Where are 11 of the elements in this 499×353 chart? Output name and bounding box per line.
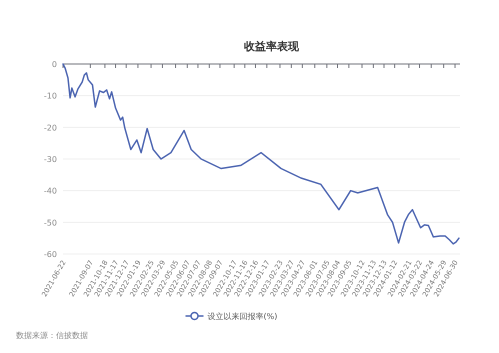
legend-label: 设立以来回报率(%) bbox=[208, 312, 278, 321]
y-tick-label: -10 bbox=[44, 92, 57, 101]
y-tick-label: -40 bbox=[44, 186, 57, 196]
y-tick-label: -30 bbox=[44, 155, 57, 164]
y-tick-label: -20 bbox=[44, 123, 57, 132]
y-tick-label: 0 bbox=[52, 60, 57, 69]
y-tick-label: -50 bbox=[44, 218, 57, 228]
y-tick-label: -60 bbox=[44, 250, 57, 259]
line-series bbox=[62, 63, 460, 245]
source-note: 数据来源：信披数据 bbox=[16, 331, 88, 340]
chart-title: 收益率表现 bbox=[244, 40, 300, 53]
